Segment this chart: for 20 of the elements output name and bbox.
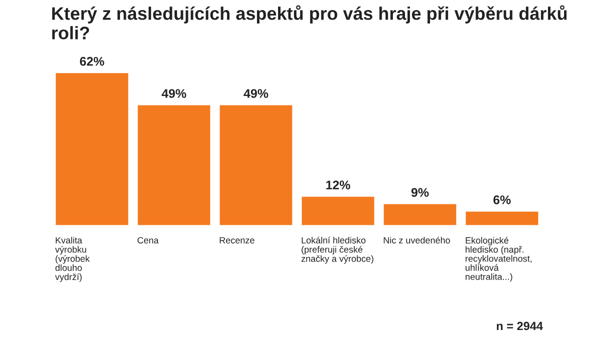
chart-title: Který z následujících aspektů pro vás hraje při výběru dárků roli? (52, 5, 567, 40)
bar (136, 104, 212, 226)
x-tick-label: Kvalita výrobku (výrobek dlouho vydrží) (55, 236, 90, 282)
bar (54, 72, 130, 226)
bar (382, 202, 458, 226)
x-tick-label: Ekologické hledisko (např. recyklovatelnost, uhlíková neutralita...) (466, 236, 532, 282)
x-tick-label: Recenze (220, 237, 254, 244)
data-label: 49% (244, 89, 268, 98)
bar (300, 195, 376, 226)
x-tick-label: Lokální hledisko (preferuji české značky a výrobce) (301, 236, 374, 264)
data-label: 49% (162, 89, 186, 98)
data-label: 6% (493, 195, 511, 204)
bar (218, 104, 294, 226)
bar (464, 210, 540, 226)
data-label: 9% (411, 188, 429, 197)
data-label: 62% (80, 56, 104, 66)
text: n = 2944 (496, 322, 543, 330)
x-tick-label: Cena (138, 237, 159, 244)
x-tick-label: Nic z uvedeného (384, 236, 450, 244)
data-label: 12% (326, 180, 350, 190)
